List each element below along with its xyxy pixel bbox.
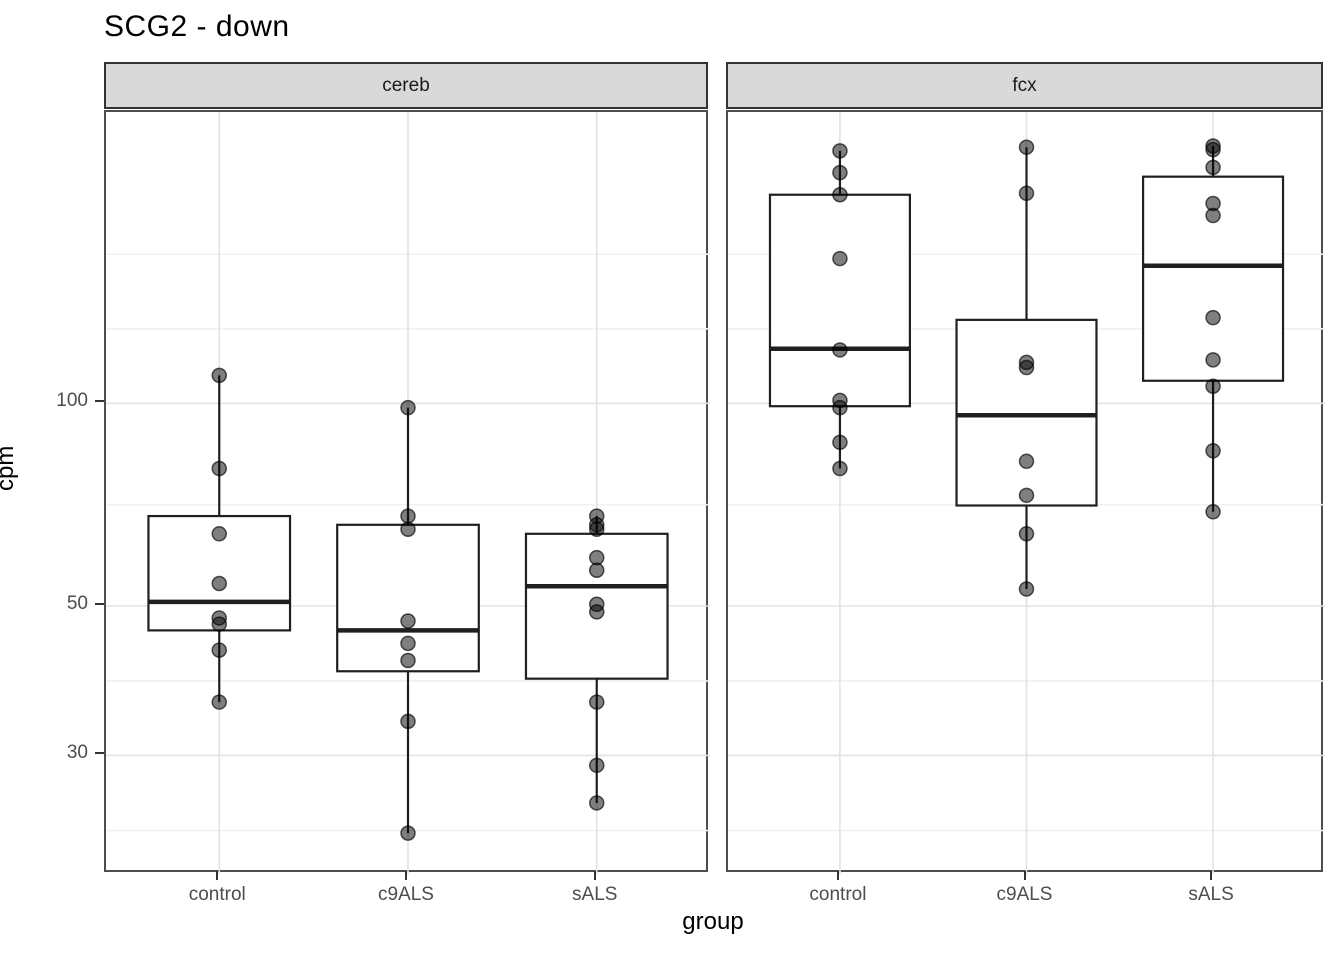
x-tick-label: c9ALS xyxy=(378,884,434,905)
box-iqr xyxy=(768,193,912,408)
data-point xyxy=(832,434,848,451)
facet-panel-fcx xyxy=(726,110,1325,874)
data-point xyxy=(589,795,605,811)
x-tick-label: c9ALS xyxy=(996,884,1053,905)
data-point xyxy=(589,549,605,566)
data-point xyxy=(832,250,848,267)
data-point xyxy=(211,460,227,477)
data-point xyxy=(1018,185,1035,202)
data-point xyxy=(832,399,848,416)
data-point xyxy=(400,613,416,629)
data-point xyxy=(1205,352,1221,368)
data-point xyxy=(1018,139,1035,155)
facet-strip-cereb: cereb xyxy=(104,62,708,109)
data-point xyxy=(400,652,416,669)
data-point xyxy=(211,616,227,632)
data-point xyxy=(1205,159,1221,176)
data-point xyxy=(400,713,416,730)
y-axis-title: cpm xyxy=(0,445,19,491)
facet-strip-label: cereb xyxy=(382,74,430,96)
x-tick-mark xyxy=(405,871,407,880)
data-point xyxy=(211,575,227,592)
data-point xyxy=(1018,359,1035,376)
data-point xyxy=(1018,581,1035,597)
data-point xyxy=(1018,453,1035,470)
data-point xyxy=(832,186,848,203)
y-tick-mark xyxy=(95,603,104,605)
data-point xyxy=(589,562,605,579)
data-point xyxy=(400,635,416,652)
box-iqr xyxy=(955,318,1098,507)
facet-strip-label: fcx xyxy=(1012,74,1037,96)
data-point xyxy=(589,521,605,538)
x-tick-mark xyxy=(216,871,219,880)
data-point xyxy=(589,757,605,774)
x-tick-label: control xyxy=(809,884,867,905)
data-point xyxy=(211,526,227,542)
y-tick-mark xyxy=(95,400,104,403)
data-point xyxy=(400,399,416,416)
x-axis-title: group xyxy=(682,908,744,935)
x-tick-label: sALS xyxy=(572,884,618,905)
x-tick-mark xyxy=(593,871,596,880)
data-point xyxy=(1205,141,1221,158)
data-point xyxy=(400,521,416,538)
data-point xyxy=(211,642,227,658)
x-tick-mark xyxy=(1210,871,1213,880)
facet-panel-cereb xyxy=(104,110,710,874)
data-point xyxy=(832,460,848,477)
x-tick-mark xyxy=(836,871,839,880)
x-tick-mark xyxy=(1023,871,1026,880)
data-point xyxy=(832,143,848,159)
y-tick-label: 100 xyxy=(56,390,88,412)
x-tick-label: sALS xyxy=(1188,884,1234,905)
data-point xyxy=(1205,207,1221,224)
data-point xyxy=(1205,309,1221,326)
data-point xyxy=(832,342,848,358)
data-point xyxy=(400,508,416,524)
data-point xyxy=(589,694,605,710)
data-point xyxy=(211,694,227,710)
facet-strip-fcx: fcx xyxy=(726,62,1323,109)
data-point xyxy=(1018,526,1035,542)
data-point xyxy=(400,825,416,841)
data-point xyxy=(1205,504,1221,520)
data-point xyxy=(589,604,605,620)
y-tick-label: 30 xyxy=(66,742,88,764)
boxplot-canvas-cereb xyxy=(106,112,710,874)
data-point xyxy=(832,164,848,181)
y-tick-mark xyxy=(95,752,104,755)
x-tick-label: control xyxy=(188,884,246,905)
data-point xyxy=(211,367,227,384)
data-point xyxy=(1018,487,1035,504)
chart-title: SCG2 - down xyxy=(104,10,290,43)
data-point xyxy=(1205,378,1221,394)
data-point xyxy=(1205,443,1221,459)
boxplot-canvas-fcx xyxy=(728,112,1325,874)
y-tick-label: 50 xyxy=(66,593,88,614)
